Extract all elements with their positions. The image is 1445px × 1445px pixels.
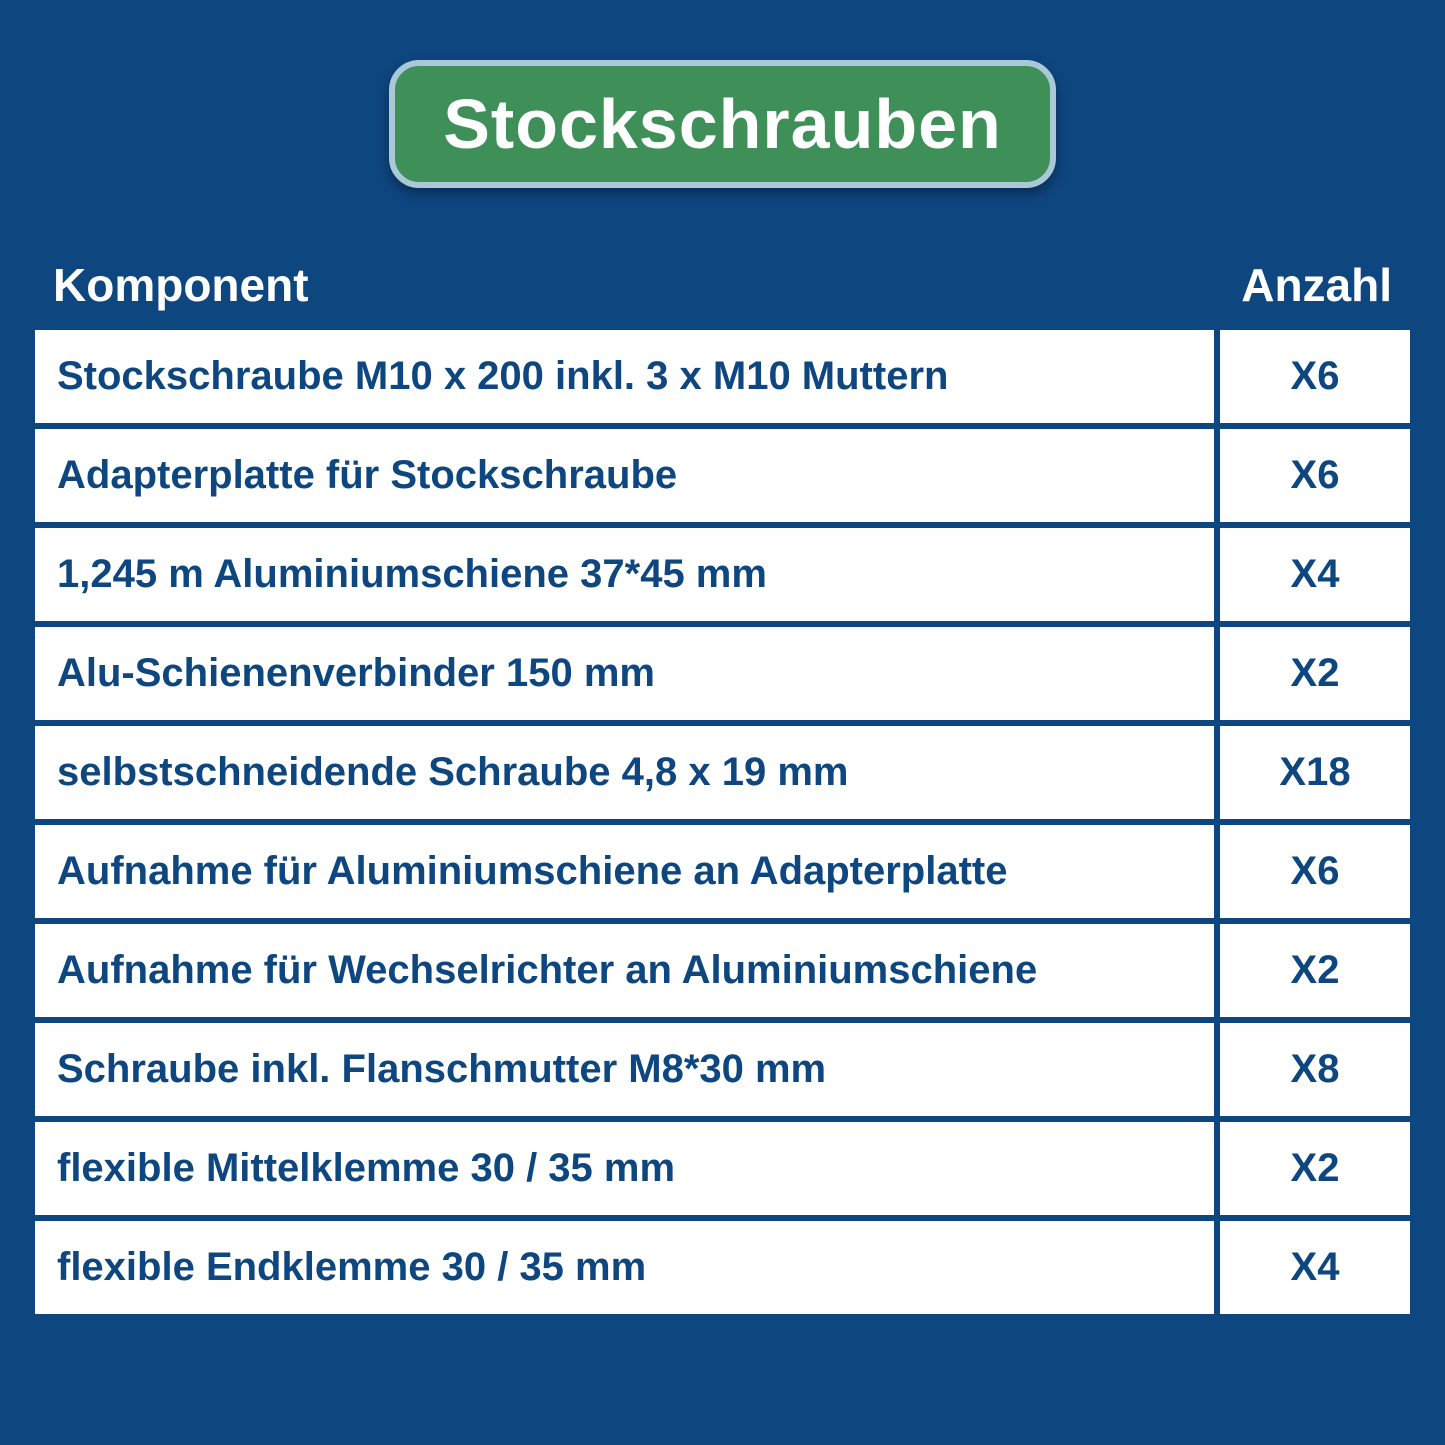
cell-quantity: X2 <box>1220 627 1410 720</box>
table-row: Aufnahme für Wechselrichter an Aluminium… <box>35 924 1410 1023</box>
cell-quantity: X6 <box>1220 825 1410 918</box>
header-component: Komponent <box>53 258 309 312</box>
header-quantity: Anzahl <box>1241 258 1392 312</box>
cell-component: Aufnahme für Aluminiumschiene an Adapter… <box>35 825 1220 918</box>
components-table: Stockschraube M10 x 200 inkl. 3 x M10 Mu… <box>35 330 1410 1314</box>
cell-quantity: X18 <box>1220 726 1410 819</box>
page-title-badge: Stockschrauben <box>389 60 1056 188</box>
table-row: Aufnahme für Aluminiumschiene an Adapter… <box>35 825 1410 924</box>
cell-quantity: X4 <box>1220 528 1410 621</box>
cell-component: flexible Mittelklemme 30 / 35 mm <box>35 1122 1220 1215</box>
table-row: Stockschraube M10 x 200 inkl. 3 x M10 Mu… <box>35 330 1410 429</box>
page-title: Stockschrauben <box>443 85 1002 163</box>
cell-quantity: X6 <box>1220 330 1410 423</box>
cell-component: Alu-Schienenverbinder 150 mm <box>35 627 1220 720</box>
cell-component: Adapterplatte für Stockschraube <box>35 429 1220 522</box>
table-headers: Komponent Anzahl <box>35 258 1410 330</box>
table-row: Adapterplatte für Stockschraube X6 <box>35 429 1410 528</box>
table-row: flexible Endklemme 30 / 35 mm X4 <box>35 1221 1410 1314</box>
table-row: Schraube inkl. Flanschmutter M8*30 mm X8 <box>35 1023 1410 1122</box>
cell-quantity: X8 <box>1220 1023 1410 1116</box>
cell-quantity: X2 <box>1220 924 1410 1017</box>
table-row: Alu-Schienenverbinder 150 mm X2 <box>35 627 1410 726</box>
table-row: selbstschneidende Schraube 4,8 x 19 mm X… <box>35 726 1410 825</box>
table-row: 1,245 m Aluminiumschiene 37*45 mm X4 <box>35 528 1410 627</box>
cell-quantity: X4 <box>1220 1221 1410 1314</box>
table-row: flexible Mittelklemme 30 / 35 mm X2 <box>35 1122 1410 1221</box>
cell-quantity: X6 <box>1220 429 1410 522</box>
cell-quantity: X2 <box>1220 1122 1410 1215</box>
cell-component: 1,245 m Aluminiumschiene 37*45 mm <box>35 528 1220 621</box>
cell-component: selbstschneidende Schraube 4,8 x 19 mm <box>35 726 1220 819</box>
cell-component: Aufnahme für Wechselrichter an Aluminium… <box>35 924 1220 1017</box>
cell-component: flexible Endklemme 30 / 35 mm <box>35 1221 1220 1314</box>
cell-component: Stockschraube M10 x 200 inkl. 3 x M10 Mu… <box>35 330 1220 423</box>
cell-component: Schraube inkl. Flanschmutter M8*30 mm <box>35 1023 1220 1116</box>
